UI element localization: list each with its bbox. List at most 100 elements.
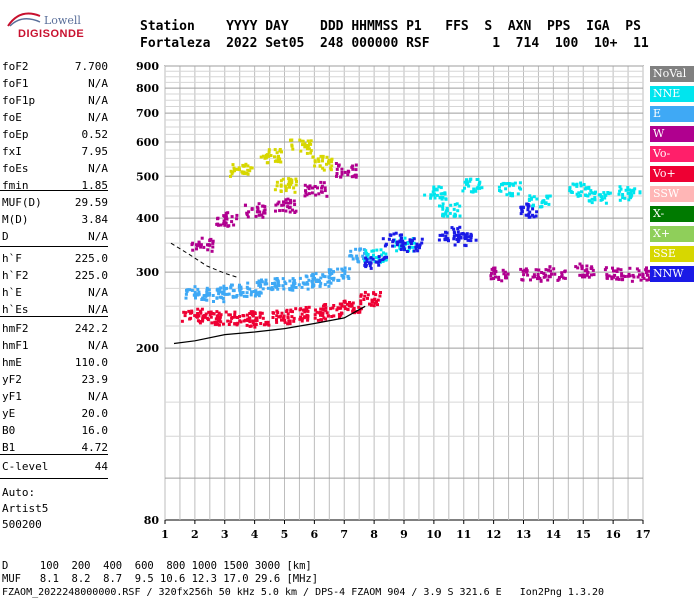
trace-dot-vo	[229, 320, 233, 324]
trace-dot-sse	[241, 171, 245, 175]
param-row-foes: foEs N/A	[2, 162, 108, 176]
param-value: N/A	[88, 390, 108, 403]
trace-dot-w	[522, 273, 526, 277]
trace-dot-e	[329, 281, 333, 285]
trace-dot-e	[207, 293, 211, 297]
trace-dot-w	[500, 279, 504, 283]
param-name: foEs	[2, 162, 29, 175]
trace-dot-vo	[363, 290, 367, 294]
trace-dot-w	[198, 243, 202, 247]
trace-dot-w	[288, 210, 292, 214]
trace-dot-w	[215, 222, 219, 226]
trace-dot-w	[605, 273, 609, 277]
trace-dot-nnw	[469, 232, 473, 236]
trace-dot-vo	[339, 313, 343, 317]
param-value: 110.0	[74, 356, 108, 369]
trace-dot-e	[281, 284, 285, 288]
trace-dot-w	[306, 185, 310, 189]
trace-dot-nne	[469, 190, 473, 194]
param-name: B0	[2, 424, 16, 437]
trace-dot-w	[286, 201, 290, 205]
trace-dot-w	[276, 202, 280, 206]
trace-dot-sse	[291, 147, 295, 151]
trace-dot-nne	[603, 196, 607, 200]
trace-dot-e	[291, 288, 295, 292]
trace-dot-e	[264, 278, 268, 282]
trace-dot-e	[223, 287, 227, 291]
trace-dot-nne	[375, 248, 379, 252]
trace-dot-nne	[467, 184, 471, 188]
trace-dot-sse	[321, 166, 325, 170]
trace-dot-w	[503, 270, 507, 274]
trace-dot-vo	[253, 325, 257, 329]
param-row-clevel: C-level 44	[2, 460, 108, 474]
param-row-fof1p: foF1p N/A	[2, 94, 108, 108]
param-value: 44	[94, 460, 108, 473]
trace-dot-w	[583, 275, 587, 279]
trace-dot-nne	[461, 189, 465, 193]
trace-dot-nnw	[369, 261, 372, 265]
trace-dot-w	[585, 268, 589, 272]
param-row-foe: foE N/A	[2, 111, 108, 125]
y-tick-label: 500	[136, 170, 159, 183]
trace-dot-nnw	[383, 255, 387, 259]
param-row-md: M(D) 3.84	[2, 213, 108, 227]
trace-dot-nne	[463, 180, 467, 184]
trace-dot-sse	[231, 170, 235, 174]
trace-dot-e	[306, 282, 310, 286]
param-name: hmE	[2, 356, 22, 369]
trace-dot-nnw	[384, 242, 388, 246]
trace-dot-nne	[499, 189, 503, 193]
trace-dot-vo	[289, 308, 293, 312]
trace-dot-nne	[629, 191, 633, 195]
trace-dot-nnw	[525, 202, 529, 206]
trace-dot-e	[327, 275, 331, 279]
trace-dot-nne	[441, 214, 444, 218]
param-value: 20.0	[81, 407, 109, 420]
x-tick-label: 15	[576, 528, 591, 541]
trace-dot-vo	[275, 320, 279, 324]
trace-dot-nne	[506, 182, 510, 185]
trace-dot-w	[320, 184, 324, 188]
trace-dot-w	[277, 200, 281, 204]
trace-dot-w	[537, 275, 540, 279]
trace-dot-w	[493, 269, 497, 273]
trace-dot-e	[330, 272, 334, 275]
trace-dot-nne	[439, 186, 443, 190]
trace-dot-nnw	[455, 238, 459, 241]
trace-dot-w	[257, 202, 261, 206]
trace-dot-sse	[300, 139, 304, 143]
trace-dot-vo	[217, 323, 221, 327]
trace-dot-w	[578, 273, 582, 277]
legend-item-w: W	[650, 126, 694, 142]
trace-dot-w	[202, 245, 206, 249]
trace-dot-sse	[273, 188, 277, 192]
trace-dot-vo	[306, 318, 310, 322]
trace-dot-w	[613, 273, 617, 277]
trace-dot-nnw	[456, 236, 460, 240]
trace-dot-nne	[433, 196, 437, 200]
trace-dot-e	[246, 287, 250, 291]
trace-dot-w	[224, 211, 228, 215]
trace-dot-w	[284, 201, 288, 205]
trace-dot-e	[328, 273, 332, 277]
trace-dot-vo	[372, 304, 376, 308]
trace-dot-e	[329, 268, 333, 272]
trace-dot-vo	[351, 309, 355, 313]
trace-dot-vo	[267, 323, 271, 327]
trace-dot-w	[533, 275, 537, 279]
trace-dot-sse	[327, 158, 331, 162]
trace-dot-vo	[324, 309, 328, 313]
trace-dot-e	[207, 288, 211, 292]
trace-dot-nnw	[441, 233, 445, 237]
trace-dot-e	[195, 292, 198, 296]
y-tick-label: 600	[136, 136, 159, 149]
trace-dot-nne	[456, 209, 460, 213]
trace-dot-nne	[568, 186, 572, 190]
param-name: fxI	[2, 145, 22, 158]
trace-dot-nne	[511, 194, 514, 198]
trace-dot-e	[264, 280, 268, 284]
trace-dot-nne	[624, 188, 628, 192]
trace-dot-w	[250, 207, 254, 211]
trace-dot-vo	[216, 314, 220, 318]
